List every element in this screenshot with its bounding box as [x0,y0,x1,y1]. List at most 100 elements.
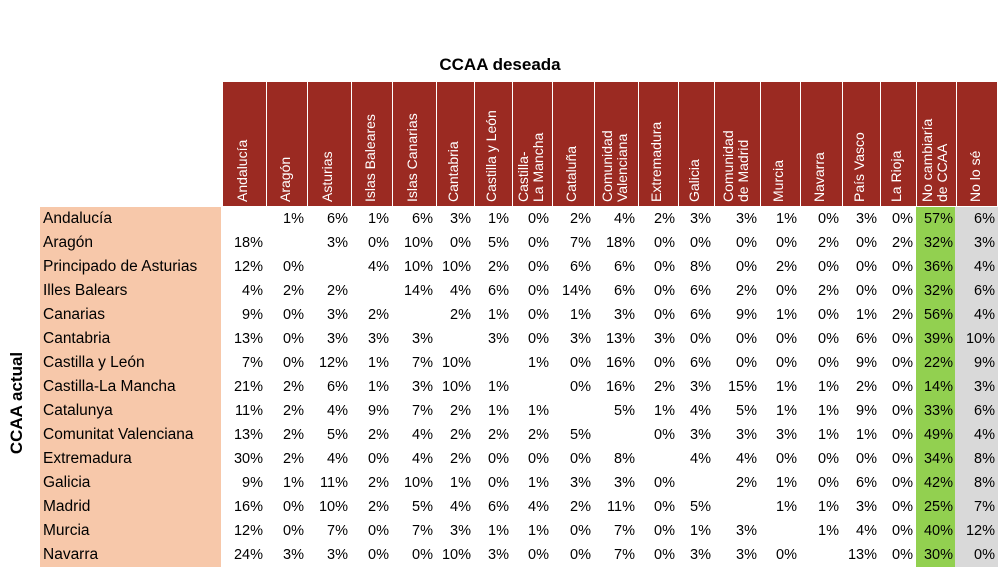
table-cell: 3% [654,331,675,347]
row-label: Aragón [43,234,93,251]
table-cell: 32% [923,235,953,251]
table-cell: 0% [892,547,913,563]
table-cell: 22% [923,355,953,371]
row-label: Extremadura [43,450,132,467]
table-cell: 0% [570,451,591,467]
table-cell: 7% [327,523,348,539]
table-cell: 6% [614,259,635,275]
table-cell: 1% [570,307,591,323]
table-cell: 4% [412,451,433,467]
table-cell: 9% [242,307,263,323]
table-cell: 2% [368,499,389,515]
table-cell: 0% [283,331,304,347]
table-cell [552,399,594,423]
table-cell: 2% [856,379,877,395]
table-cell: 1% [856,427,877,443]
table-cell: 1% [776,307,797,323]
table-cell: 2% [283,451,304,467]
table-cell: 6% [690,307,711,323]
table-cell: 30% [923,547,953,563]
column-header: Navarra [800,82,842,206]
table-cell: 6% [856,475,877,491]
table-cell: 4% [327,451,348,467]
table-cell: 2% [368,475,389,491]
table-cell: 7% [412,523,433,539]
table-cell: 2% [736,475,757,491]
table-cell: 5% [327,427,348,443]
table-cell: 1% [488,211,509,227]
table-cell: 0% [776,331,797,347]
table-cell: 12% [318,355,348,371]
table-cell: 14% [403,283,433,299]
table-cell: 9% [368,403,389,419]
table-cell: 3% [736,547,757,563]
table-cell: 4% [327,403,348,419]
table-cell: 10% [441,547,471,563]
table-cell: 1% [818,379,839,395]
table-cell: 4% [450,283,471,299]
table-cell [392,303,436,327]
table-cell: 3% [450,523,471,539]
table-cell: 0% [654,427,675,443]
table-cell [307,255,351,279]
table-cell: 2% [528,427,549,443]
column-header-label: Islas Baleares [361,114,378,202]
table-cell: 6% [974,283,995,299]
table-cell: 0% [654,499,675,515]
table-cell: 7% [412,403,433,419]
column-header-label: Castilla y León [483,110,499,202]
table-cell: 0% [892,331,913,347]
table-cell: 1% [528,403,549,419]
table-cell: 1% [776,499,797,515]
table-cell: 2% [283,379,304,395]
table-cell: 13% [847,547,877,563]
table-cell: 0% [892,427,913,443]
table-cell: 1% [528,475,549,491]
table-cell: 16% [233,499,263,515]
table-cell [714,495,760,519]
table-cell: 1% [776,211,797,227]
table-cell: 0% [528,235,549,251]
table-cell: 0% [690,235,711,251]
table-cell: 0% [856,283,877,299]
table-cell: 0% [776,283,797,299]
table-cell: 12% [233,259,263,275]
table-cell: 1% [488,523,509,539]
table-cell: 8% [690,259,711,275]
table-cell: 1% [776,379,797,395]
column-header: Aragón [266,82,307,206]
table-cell: 2% [368,307,389,323]
table-cell: 1% [818,427,839,443]
table-cell: 10% [441,259,471,275]
table-cell: 14% [561,283,591,299]
table-cell: 4% [412,427,433,443]
table-cell: 18% [605,235,635,251]
table-cell: 4% [690,403,711,419]
row-label: Catalunya [43,402,113,419]
table-cell: 24% [233,547,263,563]
table-cell: 57% [923,211,953,227]
table-cell: 0% [412,547,433,563]
row-label-band [40,207,221,567]
column-header-label: Andalucía [234,139,250,202]
table-cell: 3% [690,427,711,443]
table-cell: 3% [327,547,348,563]
table-cell [436,327,474,351]
column-header: Cataluña [552,82,594,206]
table-cell: 14% [923,379,953,395]
table-cell: 9% [974,355,995,371]
table-cell: 0% [892,379,913,395]
table-cell: 0% [818,211,839,227]
table-cell: 7% [974,499,995,515]
table-cell: 0% [654,547,675,563]
column-header: Cantabria [436,82,474,206]
table-cell: 0% [818,475,839,491]
table-cell: 2% [488,259,509,275]
column-header-label: Asturias [319,151,335,202]
table-cell: 10% [403,259,433,275]
table-cell: 0% [654,523,675,539]
table-cell: 2% [654,211,675,227]
table-cell: 6% [690,355,711,371]
table-cell: 2% [283,403,304,419]
table-cell: 0% [892,403,913,419]
